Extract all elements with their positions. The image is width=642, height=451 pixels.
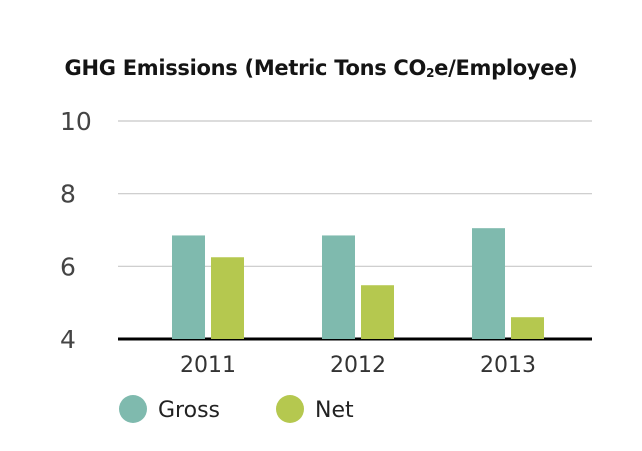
bars [172,228,544,339]
y-tick-label: 4 [60,325,76,354]
y-tick-label: 10 [60,107,92,136]
chart-title-subscript: 2 [426,66,435,80]
y-tick-label: 8 [60,180,76,209]
bar-gross-2012 [322,235,355,339]
chart-title-main: GHG Emissions (Metric Tons CO [64,56,427,80]
legend-swatch-gross [119,395,147,423]
legend-label-net: Net [315,398,354,423]
bar-gross-2013 [472,228,505,339]
y-tick-label: 6 [60,252,76,281]
x-tick-label: 2012 [330,353,386,378]
bar-net-2013 [511,317,544,339]
x-tick-label: 2013 [480,353,536,378]
y-axis-tick-labels: 4 6 8 10 [60,107,92,354]
legend-label-gross: Gross [158,398,220,423]
legend-swatch-net [276,395,304,423]
chart-title: GHG Emissions (Metric Tons CO2e/Employee… [0,56,642,80]
x-axis-tick-labels: 2011 2012 2013 [180,353,536,378]
bar-gross-2011 [172,235,205,339]
x-tick-label: 2011 [180,353,236,378]
bar-net-2012 [361,285,394,339]
legend: Gross Net [119,395,354,423]
bar-net-2011 [211,257,244,339]
chart-title-end: e/Employee) [434,56,578,80]
